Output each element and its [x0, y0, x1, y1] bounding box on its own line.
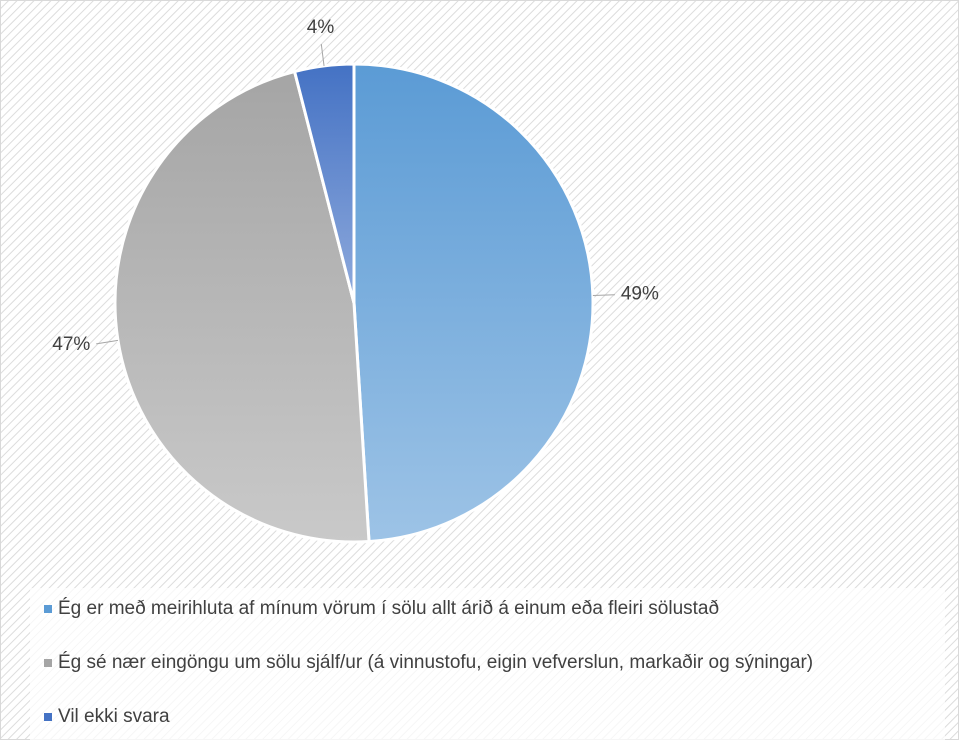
legend-marker [44, 659, 52, 667]
pie-slice [113, 69, 371, 544]
legend-background [30, 588, 945, 740]
legend-marker [44, 605, 52, 613]
pie-slice [352, 62, 595, 544]
pie-slice [292, 62, 356, 304]
legend-marker [44, 713, 52, 721]
leader-line [96, 339, 119, 345]
data-label: 4% [307, 17, 335, 38]
legend-label: Ég er með meirihluta af mínum vörum í sö… [58, 598, 719, 619]
leader-line [592, 294, 615, 296]
legend-label: Vil ekki svara [58, 706, 170, 727]
data-label: 47% [52, 334, 90, 355]
leader-line [320, 43, 325, 66]
data-label: 49% [621, 284, 659, 305]
legend-label: Ég sé nær eingöngu um sölu sjálf/ur (á v… [58, 652, 813, 673]
